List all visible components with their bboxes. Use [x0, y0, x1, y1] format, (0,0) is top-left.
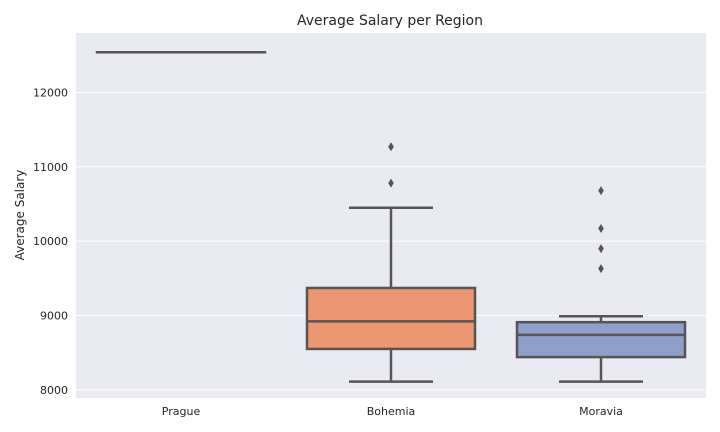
outlier-moravia-0	[598, 264, 604, 274]
box-bohemia	[305, 142, 477, 383]
x-tick-label-bohemia: Bohemia	[367, 405, 416, 418]
chart-title: Average Salary per Region	[297, 13, 483, 29]
box-moravia	[515, 186, 687, 383]
x-axis-ticks: Prague Bohemia Moravia	[162, 405, 623, 418]
boxes-layer	[95, 51, 687, 383]
x-tick-label-prague: Prague	[162, 405, 201, 418]
y-axis-ticks: 8000 9000 10000 11000 12000	[33, 86, 68, 396]
y-tick-label-10000: 10000	[33, 235, 68, 248]
iqr-box-bohemia	[305, 286, 477, 351]
y-tick-label-12000: 12000	[33, 86, 68, 99]
outlier-moravia-1	[598, 244, 604, 254]
y-axis-label: Average Salary	[13, 170, 27, 261]
outlier-bohemia-0	[388, 178, 394, 188]
y-tick-label-9000: 9000	[40, 309, 68, 322]
outlier-moravia-2	[598, 224, 604, 234]
y-tick-label-11000: 11000	[33, 161, 68, 174]
outlier-bohemia-1	[388, 142, 394, 152]
y-tick-label-8000: 8000	[40, 384, 68, 397]
x-tick-label-moravia: Moravia	[579, 405, 623, 418]
iqr-box-moravia	[515, 320, 687, 359]
outlier-moravia-3	[598, 186, 604, 196]
